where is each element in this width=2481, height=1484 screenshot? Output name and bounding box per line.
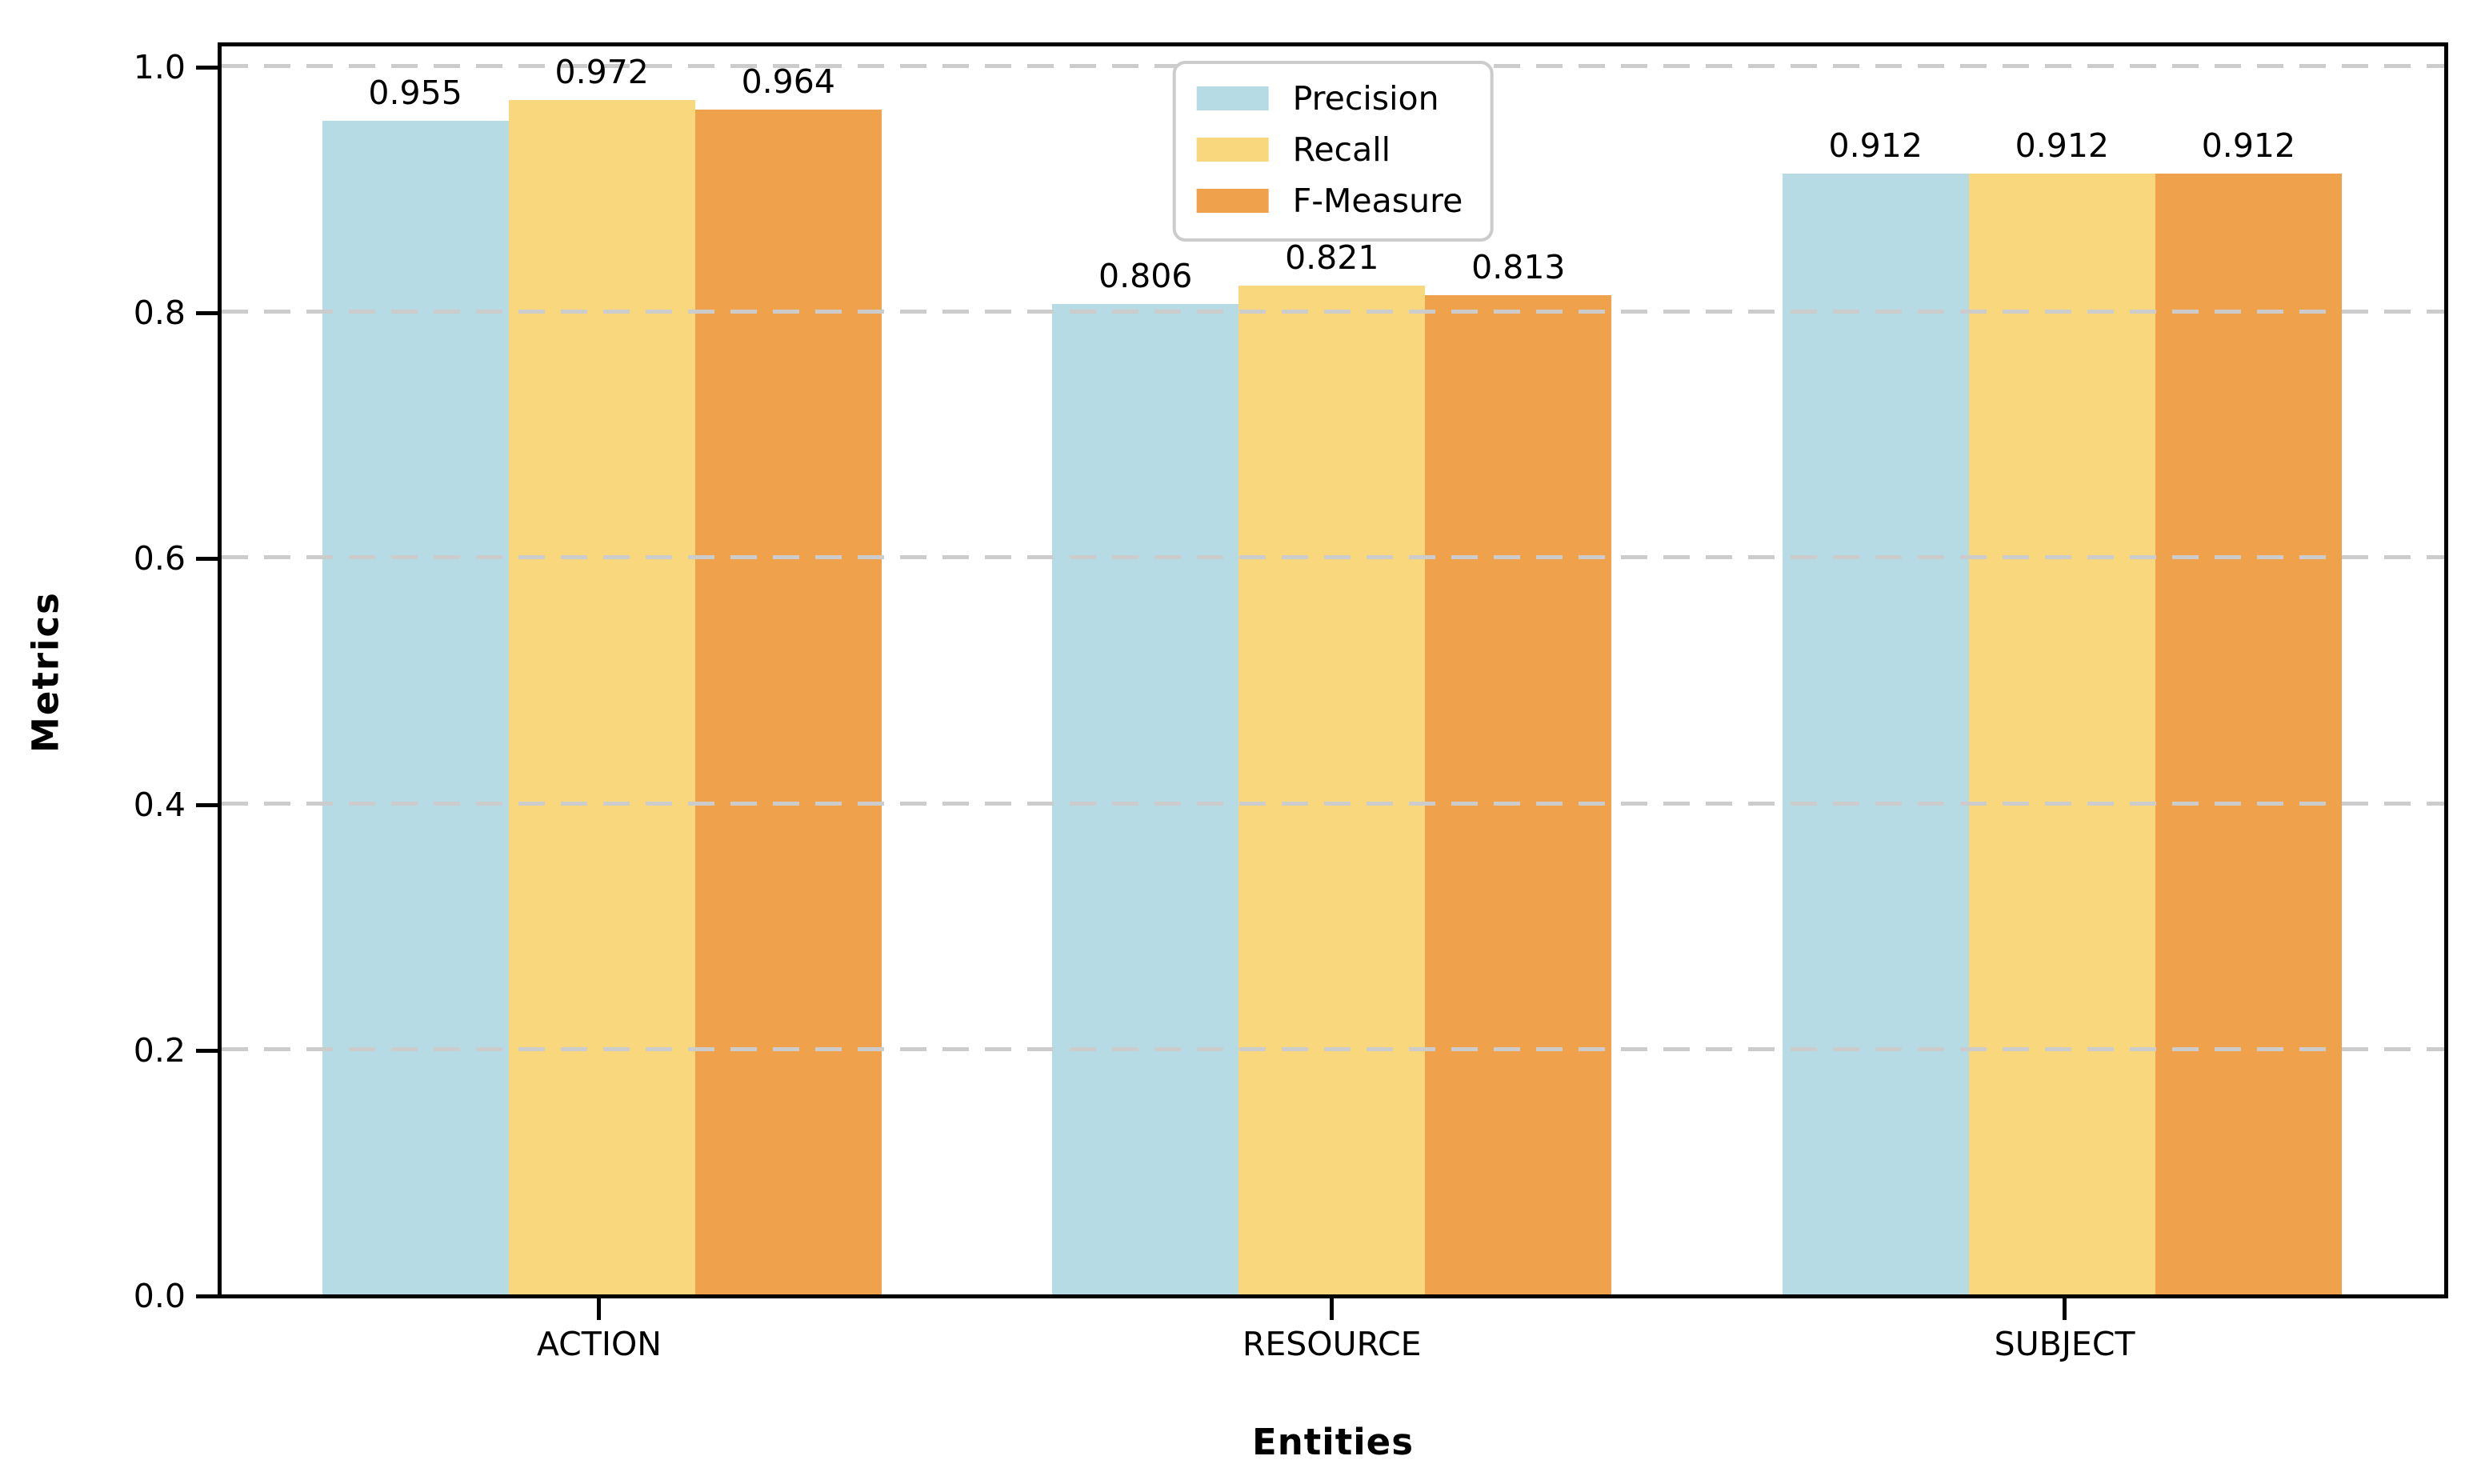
y-tick-mark (196, 1294, 218, 1298)
y-tick-mark (196, 1048, 218, 1053)
bar-value-label: 0.912 (2201, 126, 2296, 165)
x-tick-mark (2063, 1298, 2067, 1320)
y-tick-mark (196, 311, 218, 316)
y-tick-label: 0.8 (133, 294, 186, 333)
legend: Precision Recall F-Measure (1172, 61, 1494, 242)
bar-value-label: 0.955 (368, 74, 462, 112)
bar-action-recall (508, 100, 695, 1294)
y-axis-label: Metrics (24, 591, 67, 753)
bar-value-label: 0.912 (2015, 126, 2109, 165)
bar-action-f-measure (694, 110, 882, 1294)
bar-action-precision (322, 121, 509, 1294)
bar-value-label: 0.813 (1471, 248, 1566, 286)
bar-value-label: 0.806 (1098, 257, 1193, 295)
y-tick-label: 0.2 (133, 1030, 186, 1070)
x-tick-label-action: ACTION (536, 1325, 662, 1363)
bar-subject-precision (1782, 174, 1969, 1294)
x-tick-mark (1330, 1298, 1335, 1320)
legend-swatch-icon (1196, 138, 1269, 162)
bar-subject-recall (1968, 174, 2155, 1294)
bar-resource-f-measure (1425, 295, 1612, 1294)
bar-subject-f-measure (2155, 174, 2342, 1294)
y-tick-label: 1.0 (133, 48, 186, 86)
legend-swatch-icon (1196, 189, 1269, 213)
legend-label: Recall (1292, 130, 1391, 169)
legend-label: Precision (1292, 79, 1439, 118)
x-tick-label-resource: RESOURCE (1242, 1325, 1422, 1363)
bar-resource-precision (1052, 304, 1239, 1294)
bar-value-label: 0.821 (1285, 238, 1379, 277)
y-tick-mark (196, 802, 218, 807)
legend-item-precision: Precision (1196, 78, 1463, 118)
x-tick-label-subject: SUBJECT (1994, 1325, 2135, 1363)
y-tick-mark (196, 557, 218, 562)
y-tick-label: 0.6 (133, 539, 186, 578)
plot-area: Precision Recall F-Measure 0.955 0.972 0.964… (218, 42, 2448, 1298)
x-axis-label: Entities (1252, 1421, 1414, 1463)
bar-resource-recall (1238, 286, 1426, 1294)
x-tick-mark (597, 1298, 602, 1320)
legend-item-recall: Recall (1196, 130, 1463, 170)
legend-swatch-icon (1196, 86, 1269, 110)
y-tick-label: 0.4 (133, 785, 186, 824)
y-tick-mark (196, 66, 218, 70)
y-tick-label: 0.0 (133, 1277, 186, 1315)
legend-item-f-measure: F-Measure (1196, 181, 1463, 221)
bar-value-label: 0.972 (554, 53, 649, 91)
bar-value-label: 0.912 (1828, 126, 1923, 165)
legend-label: F-Measure (1292, 182, 1463, 220)
bar-value-label: 0.964 (741, 62, 835, 101)
